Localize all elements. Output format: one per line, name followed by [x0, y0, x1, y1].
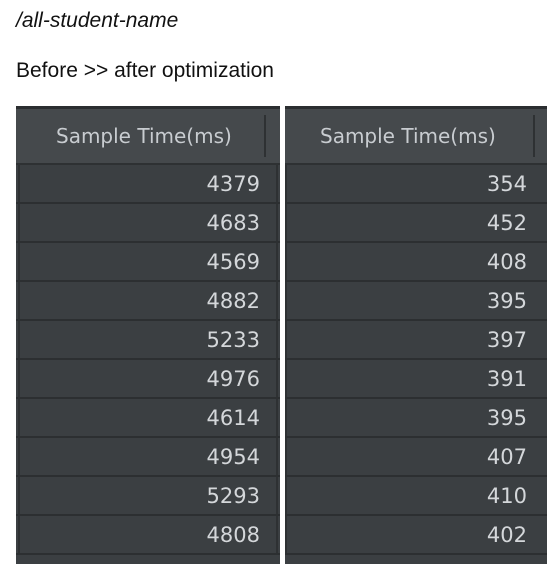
table-row[interactable]: 4379: [16, 165, 280, 204]
comparison-caption: Before >> after optimization: [16, 59, 274, 82]
column-separator[interactable]: [533, 115, 535, 157]
cell-value: 391: [486, 366, 527, 391]
table-row[interactable]: 4808: [16, 516, 280, 555]
after-table: Sample Time(ms) 354 452 408 395 397 391 …: [285, 106, 547, 564]
endpoint-path: /all-student-name: [16, 9, 179, 32]
table-row[interactable]: 4614: [16, 399, 280, 438]
before-rows: 4379 4683 4569 4882 5233 4976 4614 4954 …: [16, 165, 280, 555]
cell-value: 410: [486, 483, 527, 508]
column-header-label: Sample Time(ms): [56, 124, 232, 148]
before-table: Sample Time(ms) 4379 4683 4569 4882 5233…: [16, 106, 280, 564]
cell-value: 4954: [206, 444, 260, 469]
cell-value: 4808: [206, 522, 260, 547]
cell-value: 407: [486, 444, 527, 469]
cell-value: 395: [486, 288, 527, 313]
table-row[interactable]: 4976: [16, 360, 280, 399]
table-top-border: [16, 106, 280, 109]
table-row[interactable]: 4882: [16, 282, 280, 321]
cell-value: 4683: [206, 210, 260, 235]
cell-value: 4614: [206, 405, 260, 430]
column-header-label: Sample Time(ms): [320, 124, 496, 148]
cell-value: 4976: [206, 366, 260, 391]
table-row[interactable]: 397: [285, 321, 547, 360]
cell-value: 354: [486, 171, 527, 196]
cell-value: 4379: [206, 171, 260, 196]
table-top-border: [285, 106, 547, 109]
column-header-sample-time[interactable]: Sample Time(ms): [16, 109, 280, 165]
cell-value: 452: [486, 210, 527, 235]
cell-value: 4882: [206, 288, 260, 313]
table-row[interactable]: 395: [285, 282, 547, 321]
table-row[interactable]: 5233: [16, 321, 280, 360]
after-rows: 354 452 408 395 397 391 395 407 410 402: [285, 165, 547, 555]
cell-value: 4569: [206, 249, 260, 274]
table-row[interactable]: 391: [285, 360, 547, 399]
table-row[interactable]: 407: [285, 438, 547, 477]
cell-value: 408: [486, 249, 527, 274]
cell-value: 5293: [206, 483, 260, 508]
table-row[interactable]: 402: [285, 516, 547, 555]
column-separator[interactable]: [264, 115, 266, 157]
table-row[interactable]: 5293: [16, 477, 280, 516]
table-row[interactable]: 410: [285, 477, 547, 516]
column-header-sample-time[interactable]: Sample Time(ms): [285, 109, 547, 165]
table-row[interactable]: 452: [285, 204, 547, 243]
cell-value: 397: [486, 327, 527, 352]
table-row[interactable]: 354: [285, 165, 547, 204]
table-row[interactable]: 4954: [16, 438, 280, 477]
cell-value: 402: [486, 522, 527, 547]
table-row[interactable]: 395: [285, 399, 547, 438]
table-row[interactable]: 4683: [16, 204, 280, 243]
table-row[interactable]: 408: [285, 243, 547, 282]
table-row[interactable]: 4569: [16, 243, 280, 282]
cell-value: 395: [486, 405, 527, 430]
cell-value: 5233: [206, 327, 260, 352]
